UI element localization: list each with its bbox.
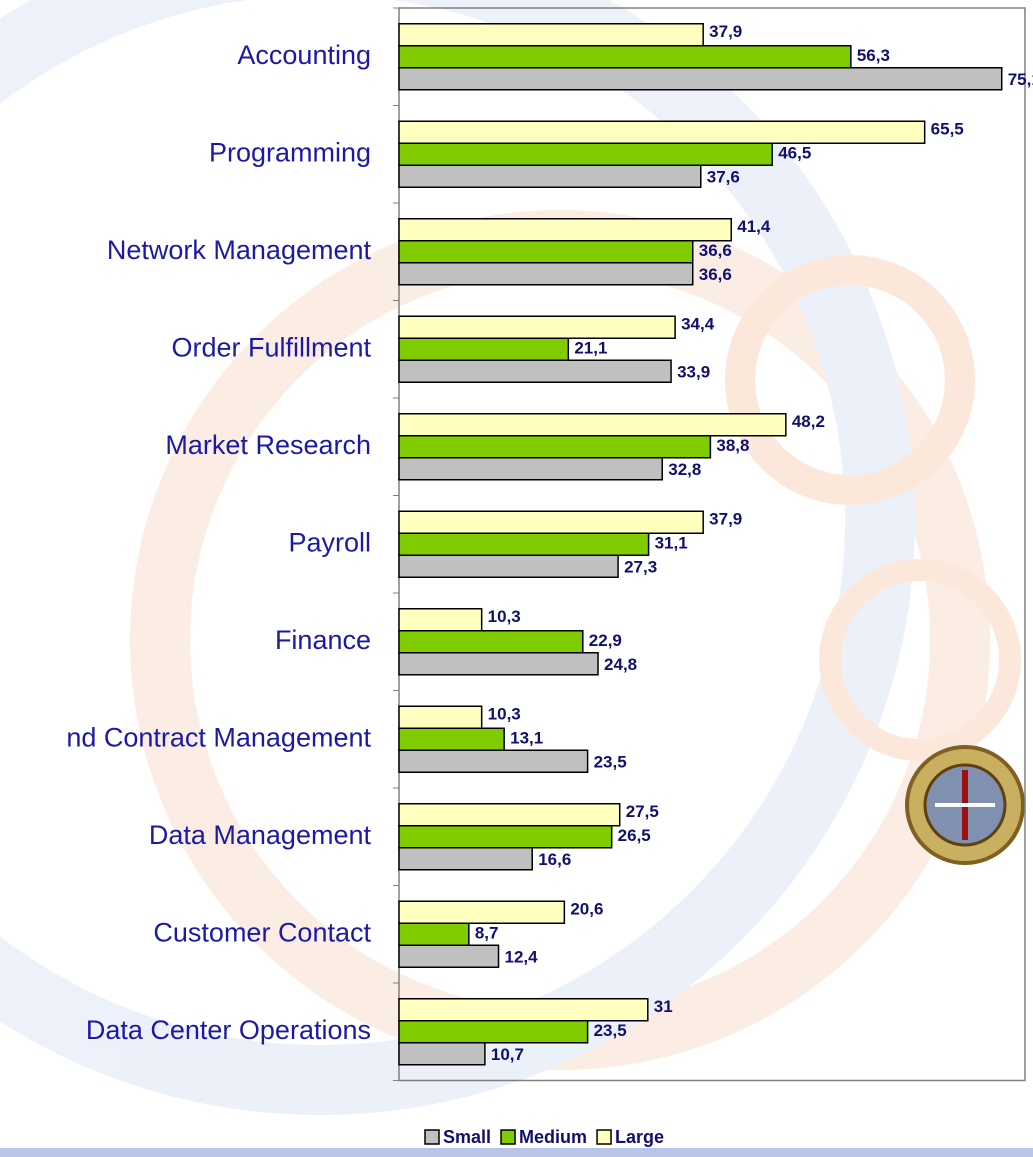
value-label: 27,5 bbox=[626, 802, 659, 821]
footer-band bbox=[0, 1148, 1033, 1157]
value-label: 22,9 bbox=[589, 631, 622, 650]
bar bbox=[399, 414, 786, 436]
category-label: Payroll bbox=[288, 527, 371, 557]
bar bbox=[399, 609, 482, 631]
value-label: 23,5 bbox=[594, 1021, 627, 1040]
bar bbox=[399, 706, 482, 728]
value-label: 65,5 bbox=[931, 120, 964, 139]
value-label: 8,7 bbox=[475, 924, 499, 943]
bar bbox=[399, 804, 620, 826]
bar bbox=[399, 945, 499, 967]
value-label: 32,8 bbox=[668, 460, 701, 479]
value-label: 56,3 bbox=[857, 46, 890, 65]
value-label: 46,5 bbox=[778, 144, 811, 163]
value-label: 37,9 bbox=[709, 22, 742, 41]
category-label: Programming bbox=[209, 137, 371, 167]
bar bbox=[399, 555, 618, 577]
bar bbox=[399, 263, 693, 285]
bar bbox=[399, 165, 701, 187]
value-label: 24,8 bbox=[604, 655, 637, 674]
value-label: 41,4 bbox=[737, 217, 771, 236]
value-label: 31 bbox=[654, 997, 673, 1016]
legend-label: Large bbox=[615, 1127, 664, 1147]
bar bbox=[399, 338, 568, 360]
bar bbox=[399, 750, 588, 772]
bar bbox=[399, 631, 583, 653]
value-label: 23,5 bbox=[594, 753, 627, 772]
bar bbox=[399, 143, 772, 165]
value-label: 36,6 bbox=[699, 241, 732, 260]
category-label: Accounting bbox=[237, 40, 371, 70]
value-label: 37,6 bbox=[707, 168, 740, 187]
bar bbox=[399, 46, 851, 68]
value-label: 10,7 bbox=[491, 1045, 524, 1064]
category-label: Customer Contact bbox=[153, 917, 371, 947]
category-label: Order Fulfillment bbox=[171, 332, 371, 362]
bar bbox=[399, 1021, 588, 1043]
legend-label: Small bbox=[443, 1127, 491, 1147]
legend-swatch bbox=[597, 1130, 611, 1144]
category-label: nd Contract Management bbox=[66, 722, 371, 752]
bar bbox=[399, 24, 703, 46]
bar bbox=[399, 826, 612, 848]
category-label: Data Management bbox=[149, 820, 372, 850]
bar bbox=[399, 360, 671, 382]
value-label: 13,1 bbox=[510, 729, 543, 748]
legend-swatch bbox=[501, 1130, 515, 1144]
chart: Accounting 37,9 56,3 75,1 Programming 65,5 46,… bbox=[0, 0, 1033, 1157]
value-label: 27,3 bbox=[624, 558, 657, 577]
value-label: 26,5 bbox=[618, 826, 651, 845]
category-label: Market Research bbox=[165, 430, 371, 460]
value-label: 10,3 bbox=[488, 607, 521, 626]
bar bbox=[399, 511, 703, 533]
value-label: 38,8 bbox=[716, 436, 749, 455]
value-label: 37,9 bbox=[709, 510, 742, 529]
value-label: 21,1 bbox=[574, 339, 607, 358]
legend-label: Medium bbox=[519, 1127, 587, 1147]
bar bbox=[399, 316, 675, 338]
bar bbox=[399, 999, 648, 1021]
category-label: Finance bbox=[275, 625, 371, 655]
value-label: 31,1 bbox=[655, 534, 688, 553]
value-label: 48,2 bbox=[792, 412, 825, 431]
value-label: 20,6 bbox=[570, 900, 603, 919]
logo bbox=[907, 747, 1023, 863]
bar bbox=[399, 901, 564, 923]
legend-swatch bbox=[425, 1130, 439, 1144]
bar bbox=[399, 219, 731, 241]
bar bbox=[399, 458, 662, 480]
bar bbox=[399, 241, 693, 263]
page: {"chart_data": {"type": "hbar", "categor… bbox=[0, 0, 1033, 1157]
bar bbox=[399, 533, 649, 555]
category-label: Data Center Operations bbox=[86, 1015, 371, 1045]
value-label: 75,1 bbox=[1008, 70, 1033, 89]
bar bbox=[399, 653, 598, 675]
bar bbox=[399, 923, 469, 945]
category-label: Network Management bbox=[107, 235, 372, 265]
bar bbox=[399, 848, 532, 870]
value-label: 34,4 bbox=[681, 315, 715, 334]
bar bbox=[399, 121, 925, 143]
value-label: 12,4 bbox=[505, 948, 539, 967]
bar bbox=[399, 68, 1002, 90]
bar bbox=[399, 728, 504, 750]
value-label: 10,3 bbox=[488, 705, 521, 724]
value-label: 16,6 bbox=[538, 850, 571, 869]
bar bbox=[399, 436, 710, 458]
bar bbox=[399, 1043, 485, 1065]
value-label: 36,6 bbox=[699, 265, 732, 284]
value-label: 33,9 bbox=[677, 363, 710, 382]
